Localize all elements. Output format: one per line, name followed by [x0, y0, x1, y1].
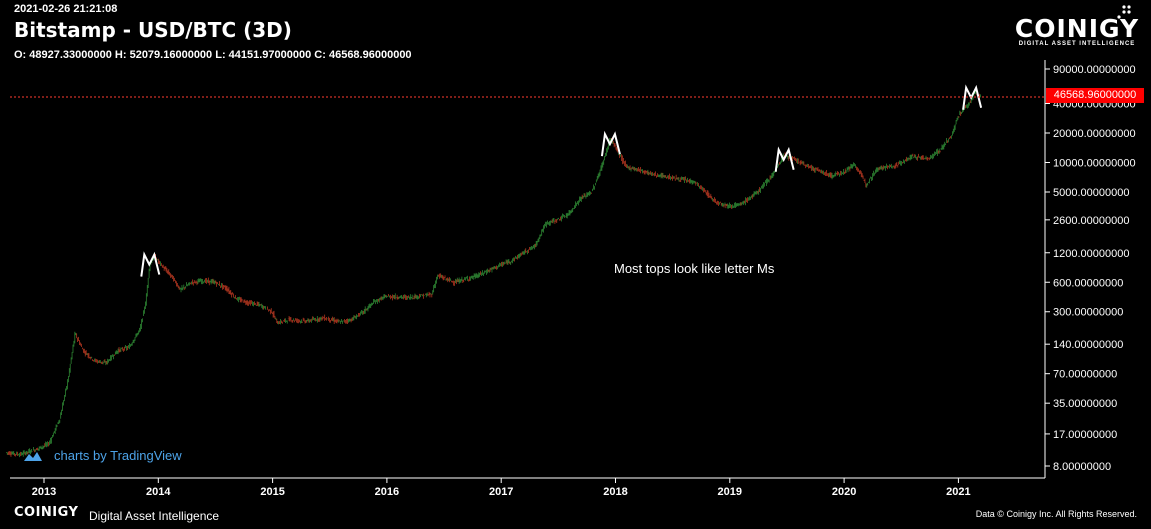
y-tick-label: 8.00000000 [1053, 461, 1111, 473]
y-tick-label: 70.00000000 [1053, 369, 1117, 381]
x-tick-label: 2020 [832, 486, 856, 498]
candles-layer [5, 89, 981, 458]
m-top-marker [600, 130, 621, 157]
m-top-marker [962, 84, 983, 110]
logo-dots-icon [1117, 5, 1131, 19]
m-top-marker [140, 251, 161, 277]
y-tick-label: 90000.00000000 [1053, 64, 1136, 76]
footer-copyright: Data © Coinigy Inc. All Rights Reserved. [975, 509, 1137, 519]
chart-annotation: Most tops look like letter Ms [614, 261, 775, 276]
current-price-label: 46568.96000000 [1046, 88, 1144, 103]
y-tick-label: 140.00000000 [1053, 339, 1123, 351]
ohlc-readout: O: 48927.33000000 H: 52079.16000000 L: 4… [14, 49, 412, 61]
m-top-markers [140, 84, 983, 277]
x-tick-label: 2018 [603, 486, 627, 498]
footer-brand-subtitle: Digital Asset Intelligence [89, 509, 220, 523]
x-tick-label: 2014 [146, 486, 171, 498]
tradingview-cloud-icon [24, 451, 42, 461]
chart-timestamp: 2021-02-26 21:21:08 [14, 3, 118, 15]
x-axis: 2013 2014 2015 2016 2017 2018 2019 2020 2021 [32, 478, 971, 498]
y-axis: 90000.0000000040000.0000000020000.000000… [1045, 64, 1136, 473]
y-tick-label: 600.00000000 [1053, 277, 1123, 289]
y-tick-label: 5000.00000000 [1053, 187, 1129, 199]
x-tick-label: 2015 [260, 486, 284, 498]
y-tick-label: 1200.00000000 [1053, 248, 1129, 260]
y-tick-label: 2600.00000000 [1053, 215, 1129, 227]
x-tick-label: 2013 [32, 486, 56, 498]
coinigy-logo[interactable]: COINIGY DIGITAL ASSET INTELLIGENCE [1014, 5, 1140, 47]
x-tick-label: 2017 [489, 486, 513, 498]
tradingview-label: charts by TradingView [54, 448, 182, 463]
m-top-marker [774, 146, 795, 172]
y-tick-label: 10000.00000000 [1053, 158, 1136, 170]
chart-title: Bitstamp - USD/BTC (3D) [14, 18, 292, 42]
footer-brand[interactable]: COINIGY [14, 505, 79, 520]
logo-tagline: DIGITAL ASSET INTELLIGENCE [1018, 41, 1136, 47]
y-tick-label: 35.00000000 [1053, 398, 1117, 410]
x-tick-label: 2019 [718, 486, 742, 498]
x-tick-label: 2016 [375, 486, 399, 498]
y-tick-label: 300.00000000 [1053, 307, 1123, 319]
x-tick-label: 2021 [946, 486, 970, 498]
y-tick-label: 20000.00000000 [1053, 128, 1136, 140]
y-tick-label: 17.00000000 [1053, 429, 1117, 441]
logo-wordmark: COINIGY [1014, 14, 1140, 43]
tradingview-watermark[interactable]: charts by TradingView [22, 448, 182, 463]
